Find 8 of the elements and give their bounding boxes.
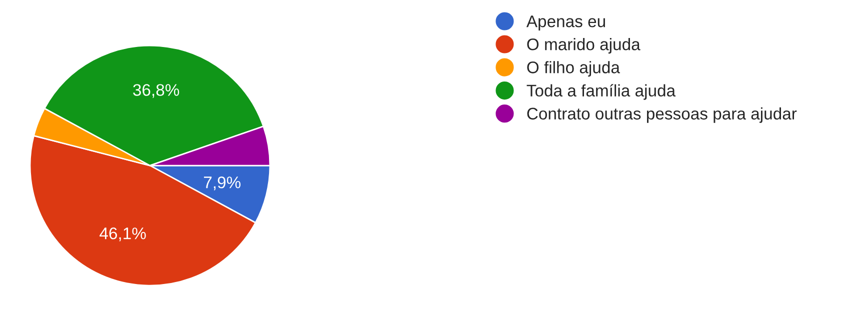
data-label: 7,9%: [204, 176, 241, 190]
data-label: 46,1%: [100, 227, 146, 242]
legend-label: Toda a família ajuda: [526, 84, 676, 100]
data-label: 36,8%: [133, 84, 180, 98]
legend-label: Contrato outras pessoas para ajudar: [527, 107, 797, 123]
legend-label: Apenas eu: [526, 16, 605, 31]
legend-label: O filho ajuda: [527, 61, 620, 77]
legend-label: O marido ajuda: [527, 38, 640, 54]
